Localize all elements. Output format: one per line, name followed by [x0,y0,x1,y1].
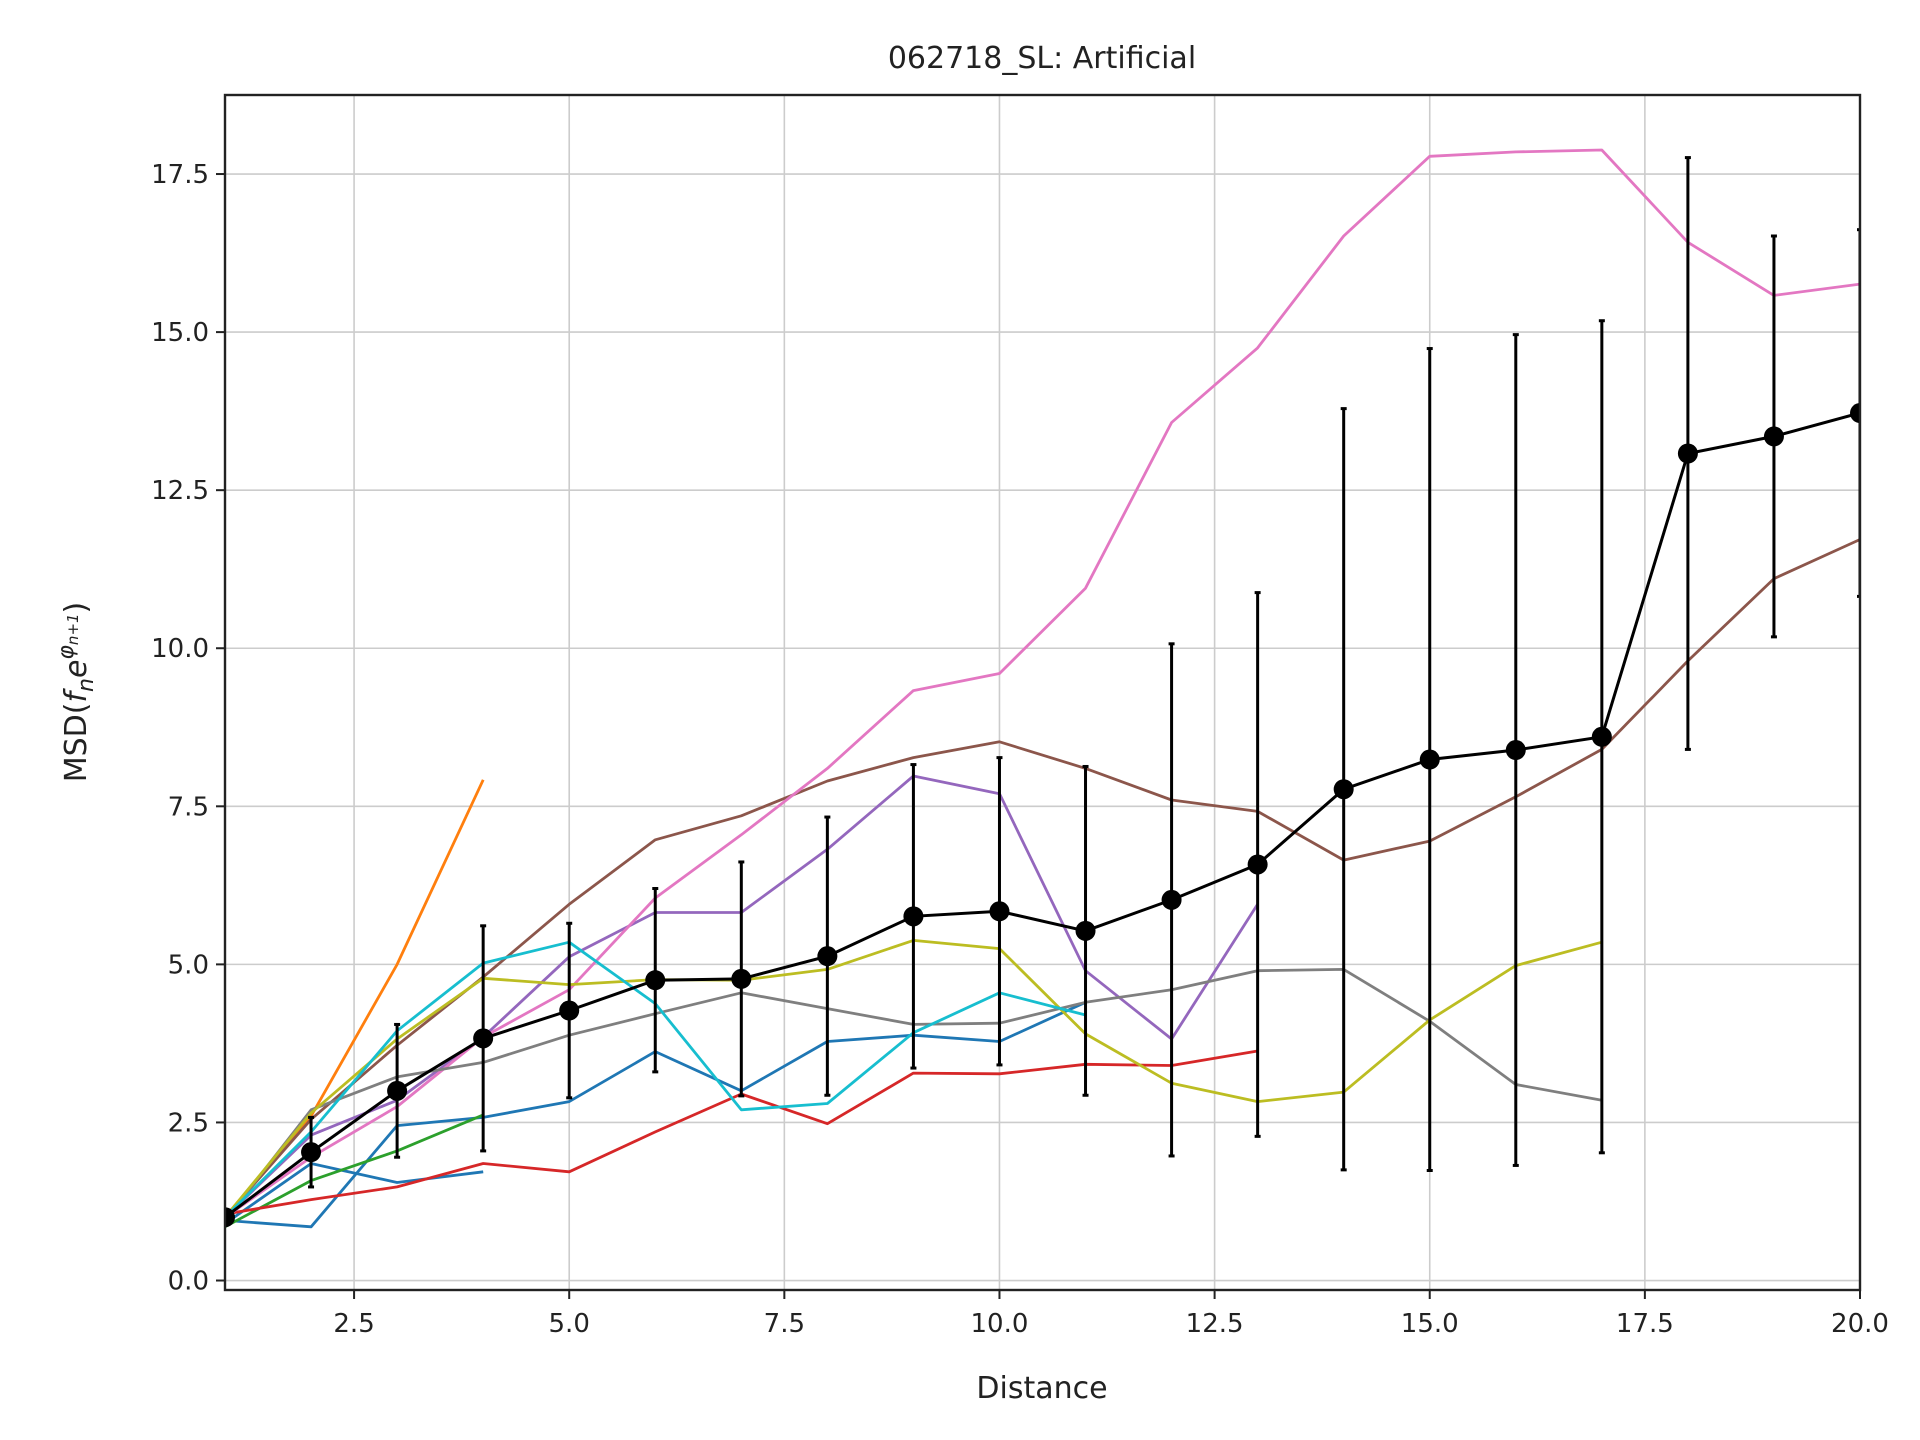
x-tick-label: 2.5 [333,1309,374,1339]
mean-point [1419,749,1440,770]
y-tick-label: 7.5 [168,792,209,822]
x-axis-label: Distance [976,1371,1107,1406]
x-tick-label: 15.0 [1401,1309,1459,1339]
series-line [225,1162,484,1225]
mean-point [1763,426,1784,447]
x-tick-label: 12.5 [1186,1309,1244,1339]
y-label-suffix: ) [59,602,94,614]
x-tick-label: 10.0 [971,1309,1029,1339]
tick-layer: 2.5 5.0 7.5 10.0 12.5 15.0 17.5 20.0 0.0 2.5 5.0 7.… [151,160,1889,1339]
mean-point [473,1028,494,1049]
mean-point [225,1207,235,1228]
y-label-phi-subscript: n+1 [64,613,82,645]
y-label-prefix: MSD( [59,703,94,783]
mean-point [1247,854,1268,875]
mean-point [817,946,838,967]
y-tick-label: 15.0 [151,318,209,348]
series-line [225,538,1860,1219]
mean-point [903,906,924,927]
x-tick-label: 20.0 [1831,1309,1889,1339]
y-tick-label: 10.0 [151,634,209,664]
y-tick-label: 12.5 [151,476,209,506]
y-tick-label: 5.0 [168,950,209,980]
mean-point [645,970,666,991]
mean-point [1591,726,1612,747]
mean-point [1850,403,1860,424]
mean-point [1333,779,1354,800]
y-label-e: e [59,660,94,678]
series-line [225,148,1860,1219]
mean-line [225,411,1860,1219]
x-tick-label: 7.5 [764,1309,805,1339]
mean-point [989,901,1010,922]
mean-point [559,1000,580,1021]
y-label-f-subscript: n [74,678,99,692]
series-line [225,1113,484,1229]
x-tick-label: 5.0 [549,1309,590,1339]
y-axis-label: MSD(fneφn+1) [54,602,99,783]
chart-title: 062718_SL: Artificial [888,41,1196,76]
mean-point [301,1142,322,1163]
mean-point [387,1080,408,1101]
mean-point [1161,889,1182,910]
y-tick-label: 0.0 [168,1267,209,1297]
y-tick-label: 17.5 [151,160,209,190]
mean-point [731,968,752,989]
y-tick-label: 2.5 [168,1108,209,1138]
plot-frame [223,93,1862,1292]
y-label-phi: φ [54,645,79,660]
mean-point [1075,920,1096,941]
mean-layer [225,156,1860,1228]
mean-point [1677,443,1698,464]
mean-point [1505,740,1526,761]
x-tick-label: 17.5 [1616,1309,1674,1339]
